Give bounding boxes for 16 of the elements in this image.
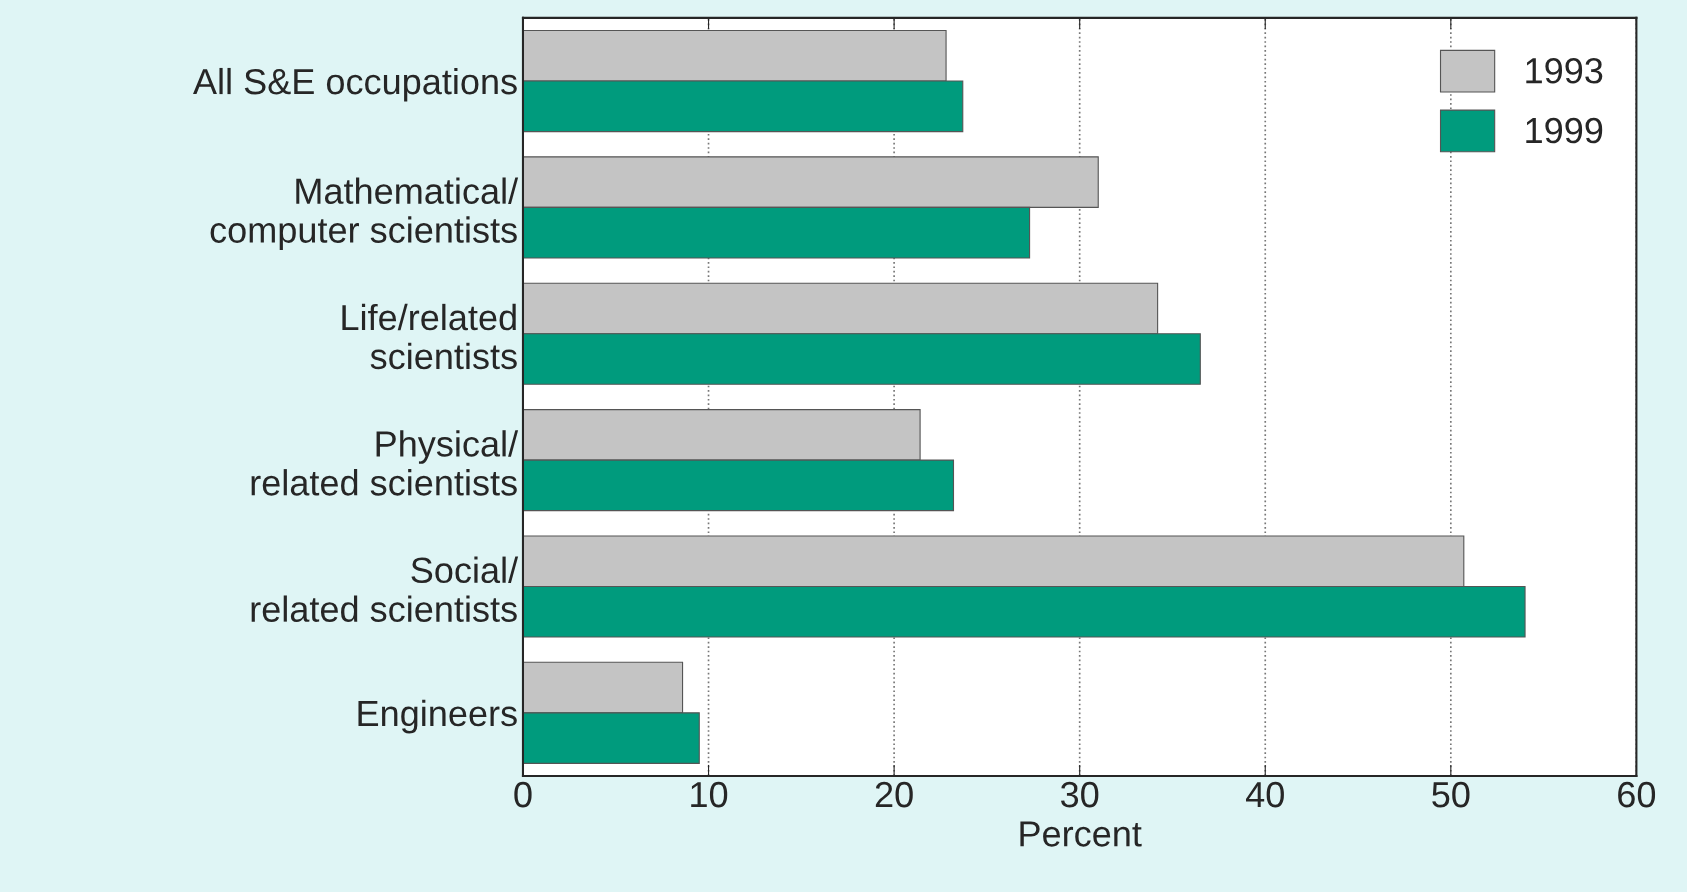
y-tick-label: Physical/ related scientists [251,430,519,496]
y-tick-label: Social/ related scientists [251,556,519,622]
x-tick-label: 60 [1618,781,1656,808]
y-tick-label: Life/related scientists [342,303,517,370]
x-tick-label: 30 [1060,781,1099,808]
legend-label: 1993 [1526,57,1603,84]
x-tick-label: 0 [514,781,532,808]
x-tick-label: 50 [1432,781,1470,808]
y-tick-label: Engineers [358,699,517,734]
x-tick-label: 20 [875,781,913,808]
x-tick-label: 10 [691,781,728,808]
x-axis-title: Percent [1020,821,1142,847]
legend-label: 1999 [1526,117,1603,144]
y-tick-label: All S&E occupations [193,67,517,102]
y-tick-label: Mathematical/ computer scientists [210,177,519,251]
x-tick-label: 40 [1246,781,1284,808]
